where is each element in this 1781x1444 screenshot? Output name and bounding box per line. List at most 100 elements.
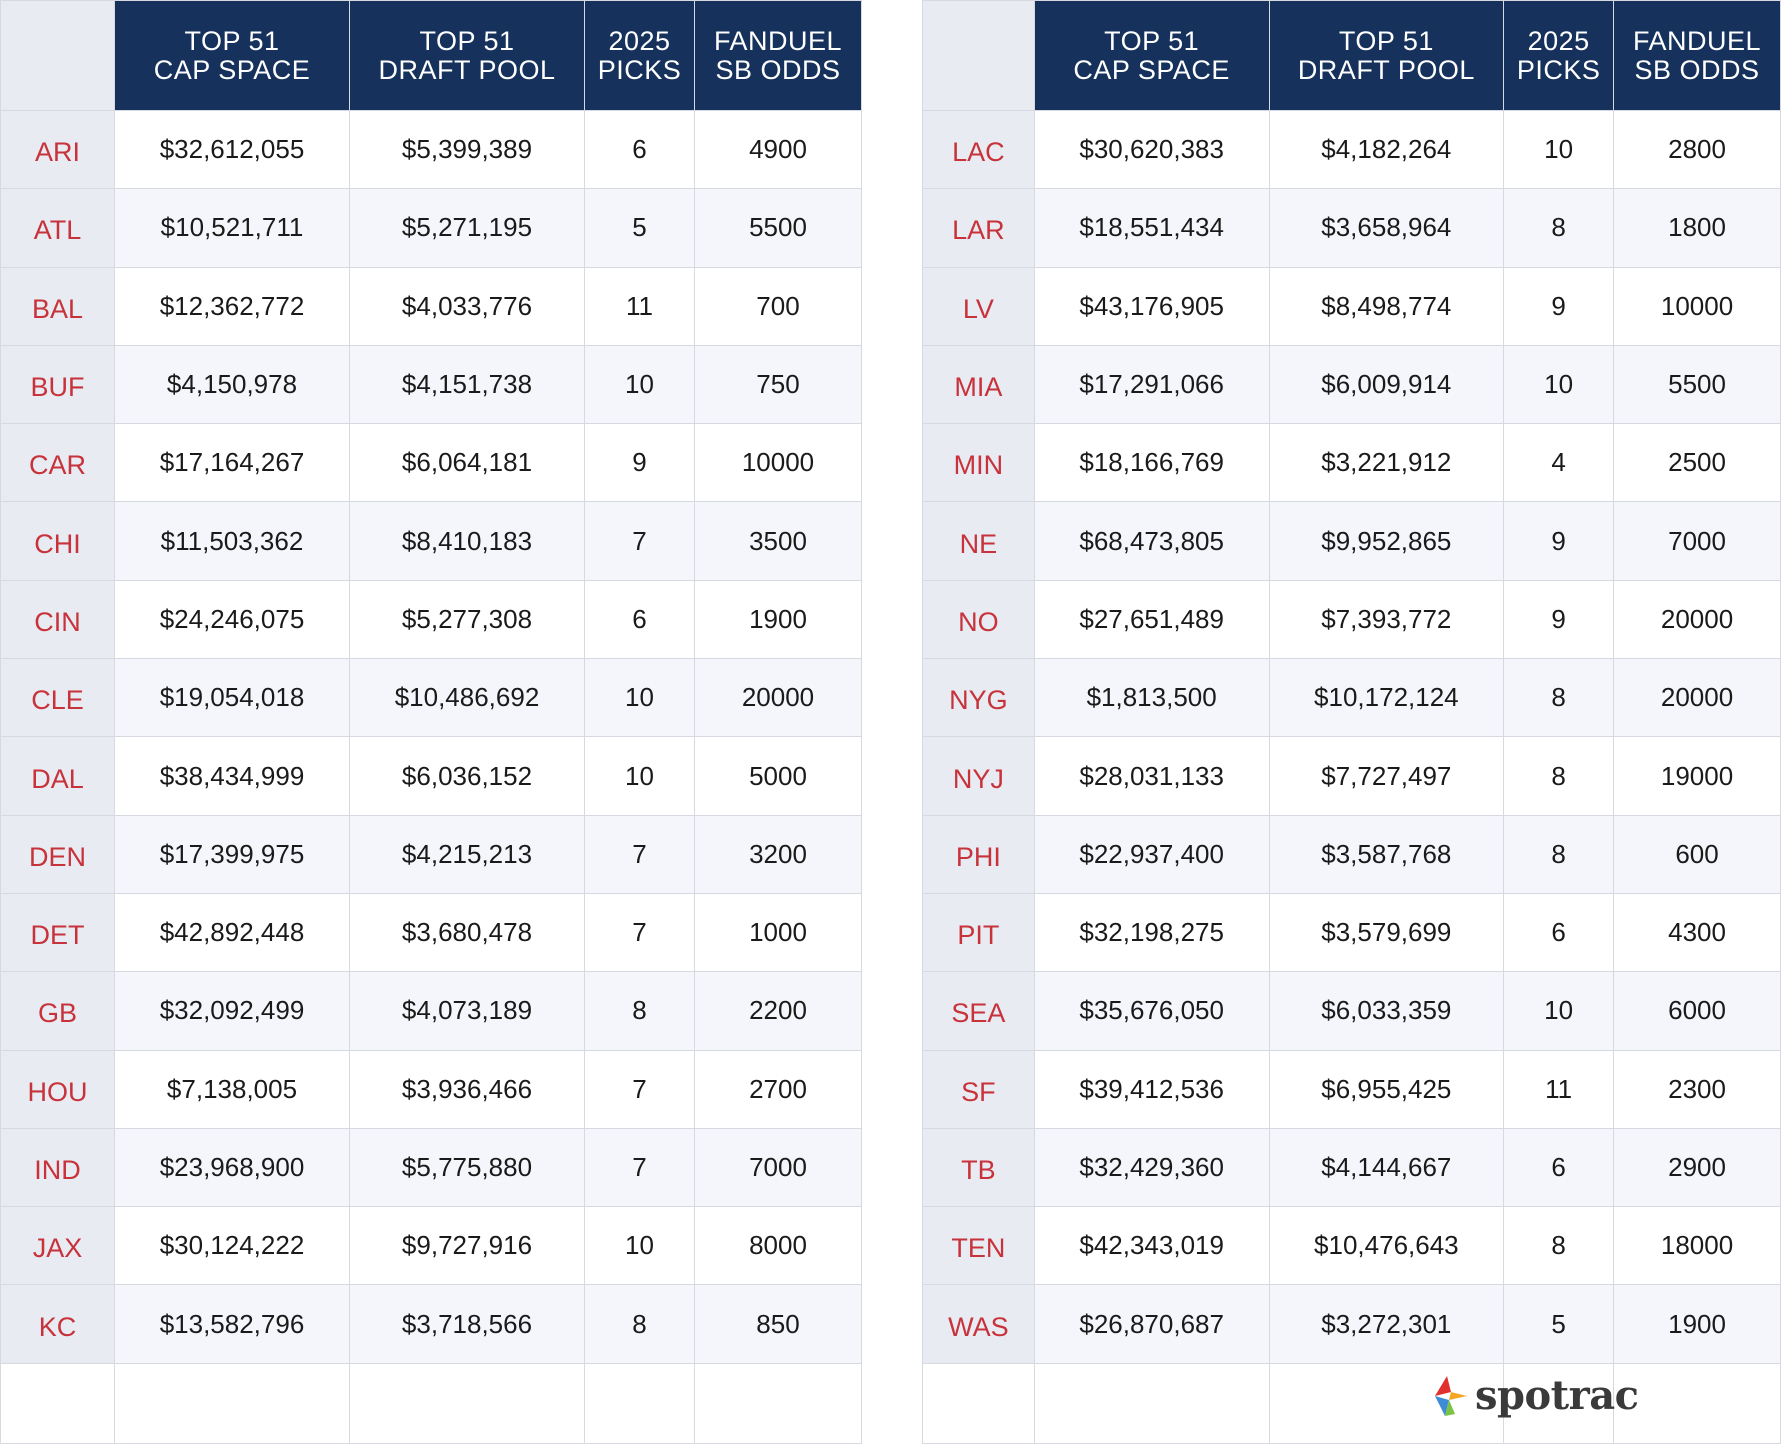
team-code: NYG (922, 658, 1035, 738)
team-code: LV (922, 266, 1035, 346)
draft-pool-cell: $4,033,776 (349, 266, 585, 346)
cap-space-cell: $1,813,500 (1033, 658, 1270, 738)
table-row: DEN $17,399,975 $4,215,213 7 3200 (0, 814, 862, 894)
table-row: NE $68,473,805 $9,952,865 9 7000 (922, 501, 1781, 581)
cap-space-cell: $12,362,772 (114, 266, 350, 346)
team-code: SEA (922, 971, 1035, 1051)
picks-cell: 7 (584, 1049, 695, 1129)
team-code: CLE (0, 658, 115, 738)
team-code: HOU (0, 1049, 115, 1129)
table-row: LAR $18,551,434 $3,658,964 8 1800 (922, 188, 1781, 268)
team-code: PIT (922, 892, 1035, 973)
cap-space-cell: $26,870,687 (1033, 1284, 1270, 1364)
table-row: TEN $42,343,019 $10,476,643 8 18000 (922, 1206, 1781, 1286)
cap-space-cell: $17,399,975 (114, 814, 350, 894)
table-row: NYJ $28,031,133 $7,727,497 8 19000 (922, 736, 1781, 816)
draft-pool-cell: $4,073,189 (349, 971, 585, 1051)
draft-pool-cell: $5,399,389 (349, 109, 585, 190)
picks-cell: 10 (1503, 971, 1615, 1051)
header-picks: 2025 PICKS (584, 0, 695, 111)
draft-pool-cell: $10,172,124 (1268, 658, 1505, 738)
team-code: LAC (922, 109, 1035, 190)
draft-pool-cell: $3,272,301 (1268, 1284, 1505, 1364)
team-code: LAR (922, 188, 1035, 268)
draft-pool-cell: $4,151,738 (349, 344, 585, 425)
team-code: CAR (0, 423, 115, 503)
header-corner (0, 0, 115, 111)
table-row: CIN $24,246,075 $5,277,308 6 1900 (0, 579, 862, 660)
blank-cell (1613, 1362, 1781, 1444)
draft-pool-cell: $10,476,643 (1268, 1206, 1505, 1286)
draft-pool-cell: $3,680,478 (349, 892, 585, 973)
cap-space-cell: $13,582,796 (114, 1284, 350, 1364)
header-cap-space: TOP 51 CAP SPACE (1033, 0, 1270, 111)
team-code: TEN (922, 1206, 1035, 1286)
sb-odds-cell: 20000 (1613, 579, 1781, 660)
picks-cell: 9 (584, 423, 695, 503)
table-row: GB $32,092,499 $4,073,189 8 2200 (0, 971, 862, 1051)
sb-odds-cell: 10000 (694, 423, 862, 503)
header-corner (922, 0, 1035, 111)
sb-odds-cell: 5500 (1613, 344, 1781, 425)
table-row: MIA $17,291,066 $6,009,914 10 5500 (922, 344, 1781, 425)
draft-pool-cell: $7,393,772 (1268, 579, 1505, 660)
draft-pool-cell: $3,936,466 (349, 1049, 585, 1129)
blank-row (922, 1362, 1781, 1444)
cap-space-cell: $35,676,050 (1033, 971, 1270, 1051)
blank-cell (114, 1362, 350, 1444)
sb-odds-cell: 20000 (694, 658, 862, 738)
cap-space-cell: $42,343,019 (1033, 1206, 1270, 1286)
table-row: LAC $30,620,383 $4,182,264 10 2800 (922, 109, 1781, 190)
table-gutter (861, 0, 923, 1439)
team-code: CIN (0, 579, 115, 660)
draft-pool-cell: $9,727,916 (349, 1206, 585, 1286)
sb-odds-cell: 5000 (694, 736, 862, 816)
header-draft-pool: TOP 51 DRAFT POOL (349, 0, 585, 111)
team-code: NYJ (922, 736, 1035, 816)
picks-cell: 9 (1503, 579, 1615, 660)
cap-space-cell: $18,551,434 (1033, 188, 1270, 268)
cap-space-cell: $38,434,999 (114, 736, 350, 816)
sb-odds-cell: 8000 (694, 1206, 862, 1286)
cap-space-cell: $17,291,066 (1033, 344, 1270, 425)
cap-space-cell: $11,503,362 (114, 501, 350, 581)
cap-space-cell: $18,166,769 (1033, 423, 1270, 503)
team-code: DET (0, 892, 115, 973)
picks-cell: 8 (1503, 736, 1615, 816)
cap-space-cell: $30,124,222 (114, 1206, 350, 1286)
table-row: BAL $12,362,772 $4,033,776 11 700 (0, 266, 862, 346)
blank-cell (922, 1362, 1035, 1444)
picks-cell: 11 (1503, 1049, 1615, 1129)
sb-odds-cell: 20000 (1613, 658, 1781, 738)
table-row: PIT $32,198,275 $3,579,699 6 4300 (922, 892, 1781, 973)
sb-odds-cell: 2300 (1613, 1049, 1781, 1129)
table-row: SF $39,412,536 $6,955,425 11 2300 (922, 1049, 1781, 1129)
header-draft-pool: TOP 51 DRAFT POOL (1268, 0, 1505, 111)
spotrac-logo: spotrac (1425, 1372, 1639, 1419)
picks-cell: 11 (584, 266, 695, 346)
header-sb-odds: FANDUEL SB ODDS (694, 0, 862, 111)
picks-cell: 6 (584, 579, 695, 660)
cap-space-cell: $7,138,005 (114, 1049, 350, 1129)
table-row: PHI $22,937,400 $3,587,768 8 600 (922, 814, 1781, 894)
sb-odds-cell: 3200 (694, 814, 862, 894)
table-row: CHI $11,503,362 $8,410,183 7 3500 (0, 501, 862, 581)
team-code: ATL (0, 188, 115, 268)
team-code: JAX (0, 1206, 115, 1286)
table-body-left: ARI $32,612,055 $5,399,389 6 4900 ATL $10,521,… (0, 109, 862, 1444)
cap-space-cell: $24,246,075 (114, 579, 350, 660)
table-row: NO $27,651,489 $7,393,772 9 20000 (922, 579, 1781, 660)
cap-space-cell: $32,612,055 (114, 109, 350, 190)
table-row: ARI $32,612,055 $5,399,389 6 4900 (0, 109, 862, 190)
picks-cell: 8 (1503, 188, 1615, 268)
cap-space-cell: $32,429,360 (1033, 1127, 1270, 1208)
cap-space-cell: $23,968,900 (114, 1127, 350, 1208)
picks-cell: 10 (1503, 344, 1615, 425)
sb-odds-cell: 1900 (1613, 1284, 1781, 1364)
team-code: MIN (922, 423, 1035, 503)
table-row: BUF $4,150,978 $4,151,738 10 750 (0, 344, 862, 425)
draft-pool-cell: $4,182,264 (1268, 109, 1505, 190)
cap-space-cell: $10,521,711 (114, 188, 350, 268)
table-row: WAS $26,870,687 $3,272,301 5 1900 (922, 1284, 1781, 1364)
cap-space-cell: $4,150,978 (114, 344, 350, 425)
